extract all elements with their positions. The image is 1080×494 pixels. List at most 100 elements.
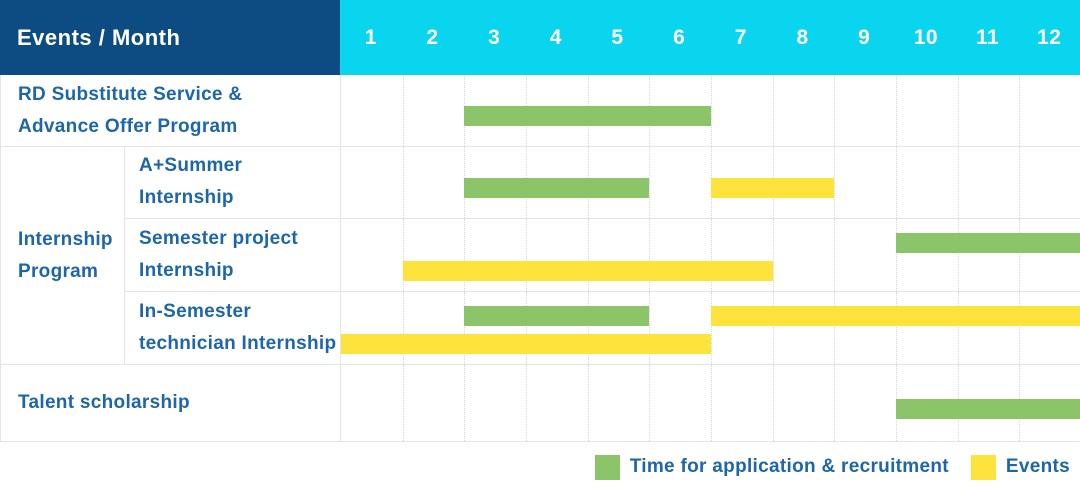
month-gridline bbox=[402, 218, 404, 292]
month-number: 10 bbox=[913, 25, 939, 49]
month-number: 4 bbox=[549, 25, 562, 49]
month-header-cell: 11 bbox=[957, 0, 1019, 75]
month-gridline bbox=[526, 292, 527, 364]
month-number: 6 bbox=[673, 25, 686, 49]
month-gridline bbox=[896, 147, 897, 218]
row-group-internship-program: Internship Program A+Summer Internship Semes… bbox=[1, 147, 1080, 365]
row-label-line: Internship bbox=[139, 187, 234, 209]
month-gridline bbox=[834, 218, 836, 292]
month-header-cell: 3 bbox=[463, 0, 525, 75]
month-gridline bbox=[957, 75, 959, 146]
month-grid-cell bbox=[341, 292, 1080, 364]
month-gridline bbox=[402, 292, 404, 364]
table-row: Semester project Internship bbox=[125, 218, 1080, 293]
month-number: 2 bbox=[426, 25, 439, 49]
month-gridline bbox=[772, 292, 774, 364]
table-header-row: Events / Month 1 2 3 4 5 6 7 8 9 10 11 12 bbox=[0, 0, 1080, 75]
month-gridline bbox=[587, 292, 589, 364]
month-gridline bbox=[834, 147, 836, 218]
row-label: In-Semester technician Internship bbox=[125, 292, 341, 364]
month-gridline bbox=[1019, 218, 1021, 292]
row-label-line: In-Semester bbox=[139, 301, 252, 323]
month-gridline bbox=[1019, 75, 1021, 146]
month-gridline bbox=[649, 218, 651, 292]
table-row: RD Substitute Service & Advance Offer Pro… bbox=[1, 75, 1080, 147]
month-grid-cell bbox=[341, 218, 1080, 292]
month-gridline bbox=[772, 365, 774, 441]
group-sub-rows: A+Summer Internship Semester project Intern… bbox=[125, 147, 1080, 364]
month-gridline bbox=[464, 292, 466, 364]
legend-label: Events bbox=[1005, 456, 1070, 477]
month-header-cell: 5 bbox=[587, 0, 649, 75]
group-label-line: Program bbox=[18, 260, 99, 282]
month-gridline bbox=[896, 292, 897, 364]
month-gridline bbox=[1019, 292, 1021, 364]
month-gridline bbox=[464, 218, 466, 292]
month-number: 5 bbox=[611, 25, 624, 49]
month-gridline bbox=[896, 75, 897, 146]
month-header-cell: 9 bbox=[833, 0, 895, 75]
month-gridline bbox=[834, 75, 836, 146]
month-number: 3 bbox=[488, 25, 501, 49]
month-header-cell: 4 bbox=[525, 0, 587, 75]
month-gridline bbox=[526, 365, 527, 441]
events-month-table: Events / Month 1 2 3 4 5 6 7 8 9 10 11 12 RD Substi… bbox=[0, 0, 1080, 442]
row-label-line: Talent scholarship bbox=[18, 392, 190, 413]
month-grid-cell bbox=[341, 365, 1080, 441]
month-gridline bbox=[772, 218, 774, 292]
month-header-cell: 10 bbox=[895, 0, 957, 75]
table-row: In-Semester technician Internship bbox=[125, 292, 1080, 364]
month-header-cell: 6 bbox=[648, 0, 710, 75]
legend-item-application: Time for application & recruitment bbox=[594, 454, 949, 480]
month-number: 8 bbox=[796, 25, 809, 49]
application-bar bbox=[896, 232, 1080, 253]
month-number: 11 bbox=[975, 25, 1000, 49]
row-label-line: Advance Offer Program bbox=[18, 115, 238, 137]
table-row: A+Summer Internship bbox=[125, 147, 1080, 219]
application-swatch-icon bbox=[594, 454, 620, 480]
row-label: Talent scholarship bbox=[1, 365, 341, 441]
month-gridline bbox=[587, 365, 589, 441]
group-label: Internship Program bbox=[1, 147, 125, 364]
month-gridline bbox=[896, 218, 897, 292]
month-number: 1 bbox=[364, 25, 377, 49]
row-label: RD Substitute Service & Advance Offer Pro… bbox=[1, 75, 341, 146]
row-label-line: Internship bbox=[139, 260, 234, 281]
month-gridline bbox=[649, 147, 651, 218]
month-gridline bbox=[711, 292, 712, 364]
month-header-cell: 1 bbox=[340, 0, 402, 75]
application-bar bbox=[896, 399, 1080, 419]
month-gridline bbox=[464, 365, 466, 441]
month-gridline bbox=[402, 365, 404, 441]
month-number: 7 bbox=[734, 25, 747, 49]
month-gridline bbox=[649, 292, 651, 364]
month-grid-cell bbox=[341, 75, 1080, 146]
month-gridline bbox=[772, 75, 774, 146]
event-bar bbox=[402, 260, 773, 281]
event-bar bbox=[711, 306, 1080, 327]
month-gridline bbox=[649, 365, 651, 441]
month-gridline bbox=[711, 218, 712, 292]
row-label: A+Summer Internship bbox=[125, 147, 341, 218]
application-bar bbox=[464, 178, 650, 198]
month-gridline bbox=[957, 218, 959, 292]
month-gridline bbox=[526, 218, 527, 292]
application-bar bbox=[464, 106, 711, 126]
event-bar bbox=[341, 334, 711, 355]
month-gridline bbox=[402, 75, 404, 146]
table-title-cell: Events / Month bbox=[0, 0, 340, 75]
month-gridline bbox=[957, 292, 959, 364]
month-gridline bbox=[711, 75, 712, 146]
month-number: 9 bbox=[858, 25, 871, 49]
legend-label: Time for application & recruitment bbox=[629, 456, 949, 477]
table-title: Events / Month bbox=[17, 24, 181, 50]
month-header-cell: 8 bbox=[772, 0, 834, 75]
row-label-line: RD Substitute Service & bbox=[18, 83, 243, 105]
month-gridline bbox=[711, 365, 712, 441]
month-number: 12 bbox=[1037, 25, 1062, 49]
event-swatch-icon bbox=[970, 454, 996, 480]
legend-item-event: Events bbox=[970, 454, 1070, 480]
row-label-line: A+Summer bbox=[139, 155, 243, 177]
chart-legend: Time for application & recruitment Events bbox=[0, 442, 1070, 492]
